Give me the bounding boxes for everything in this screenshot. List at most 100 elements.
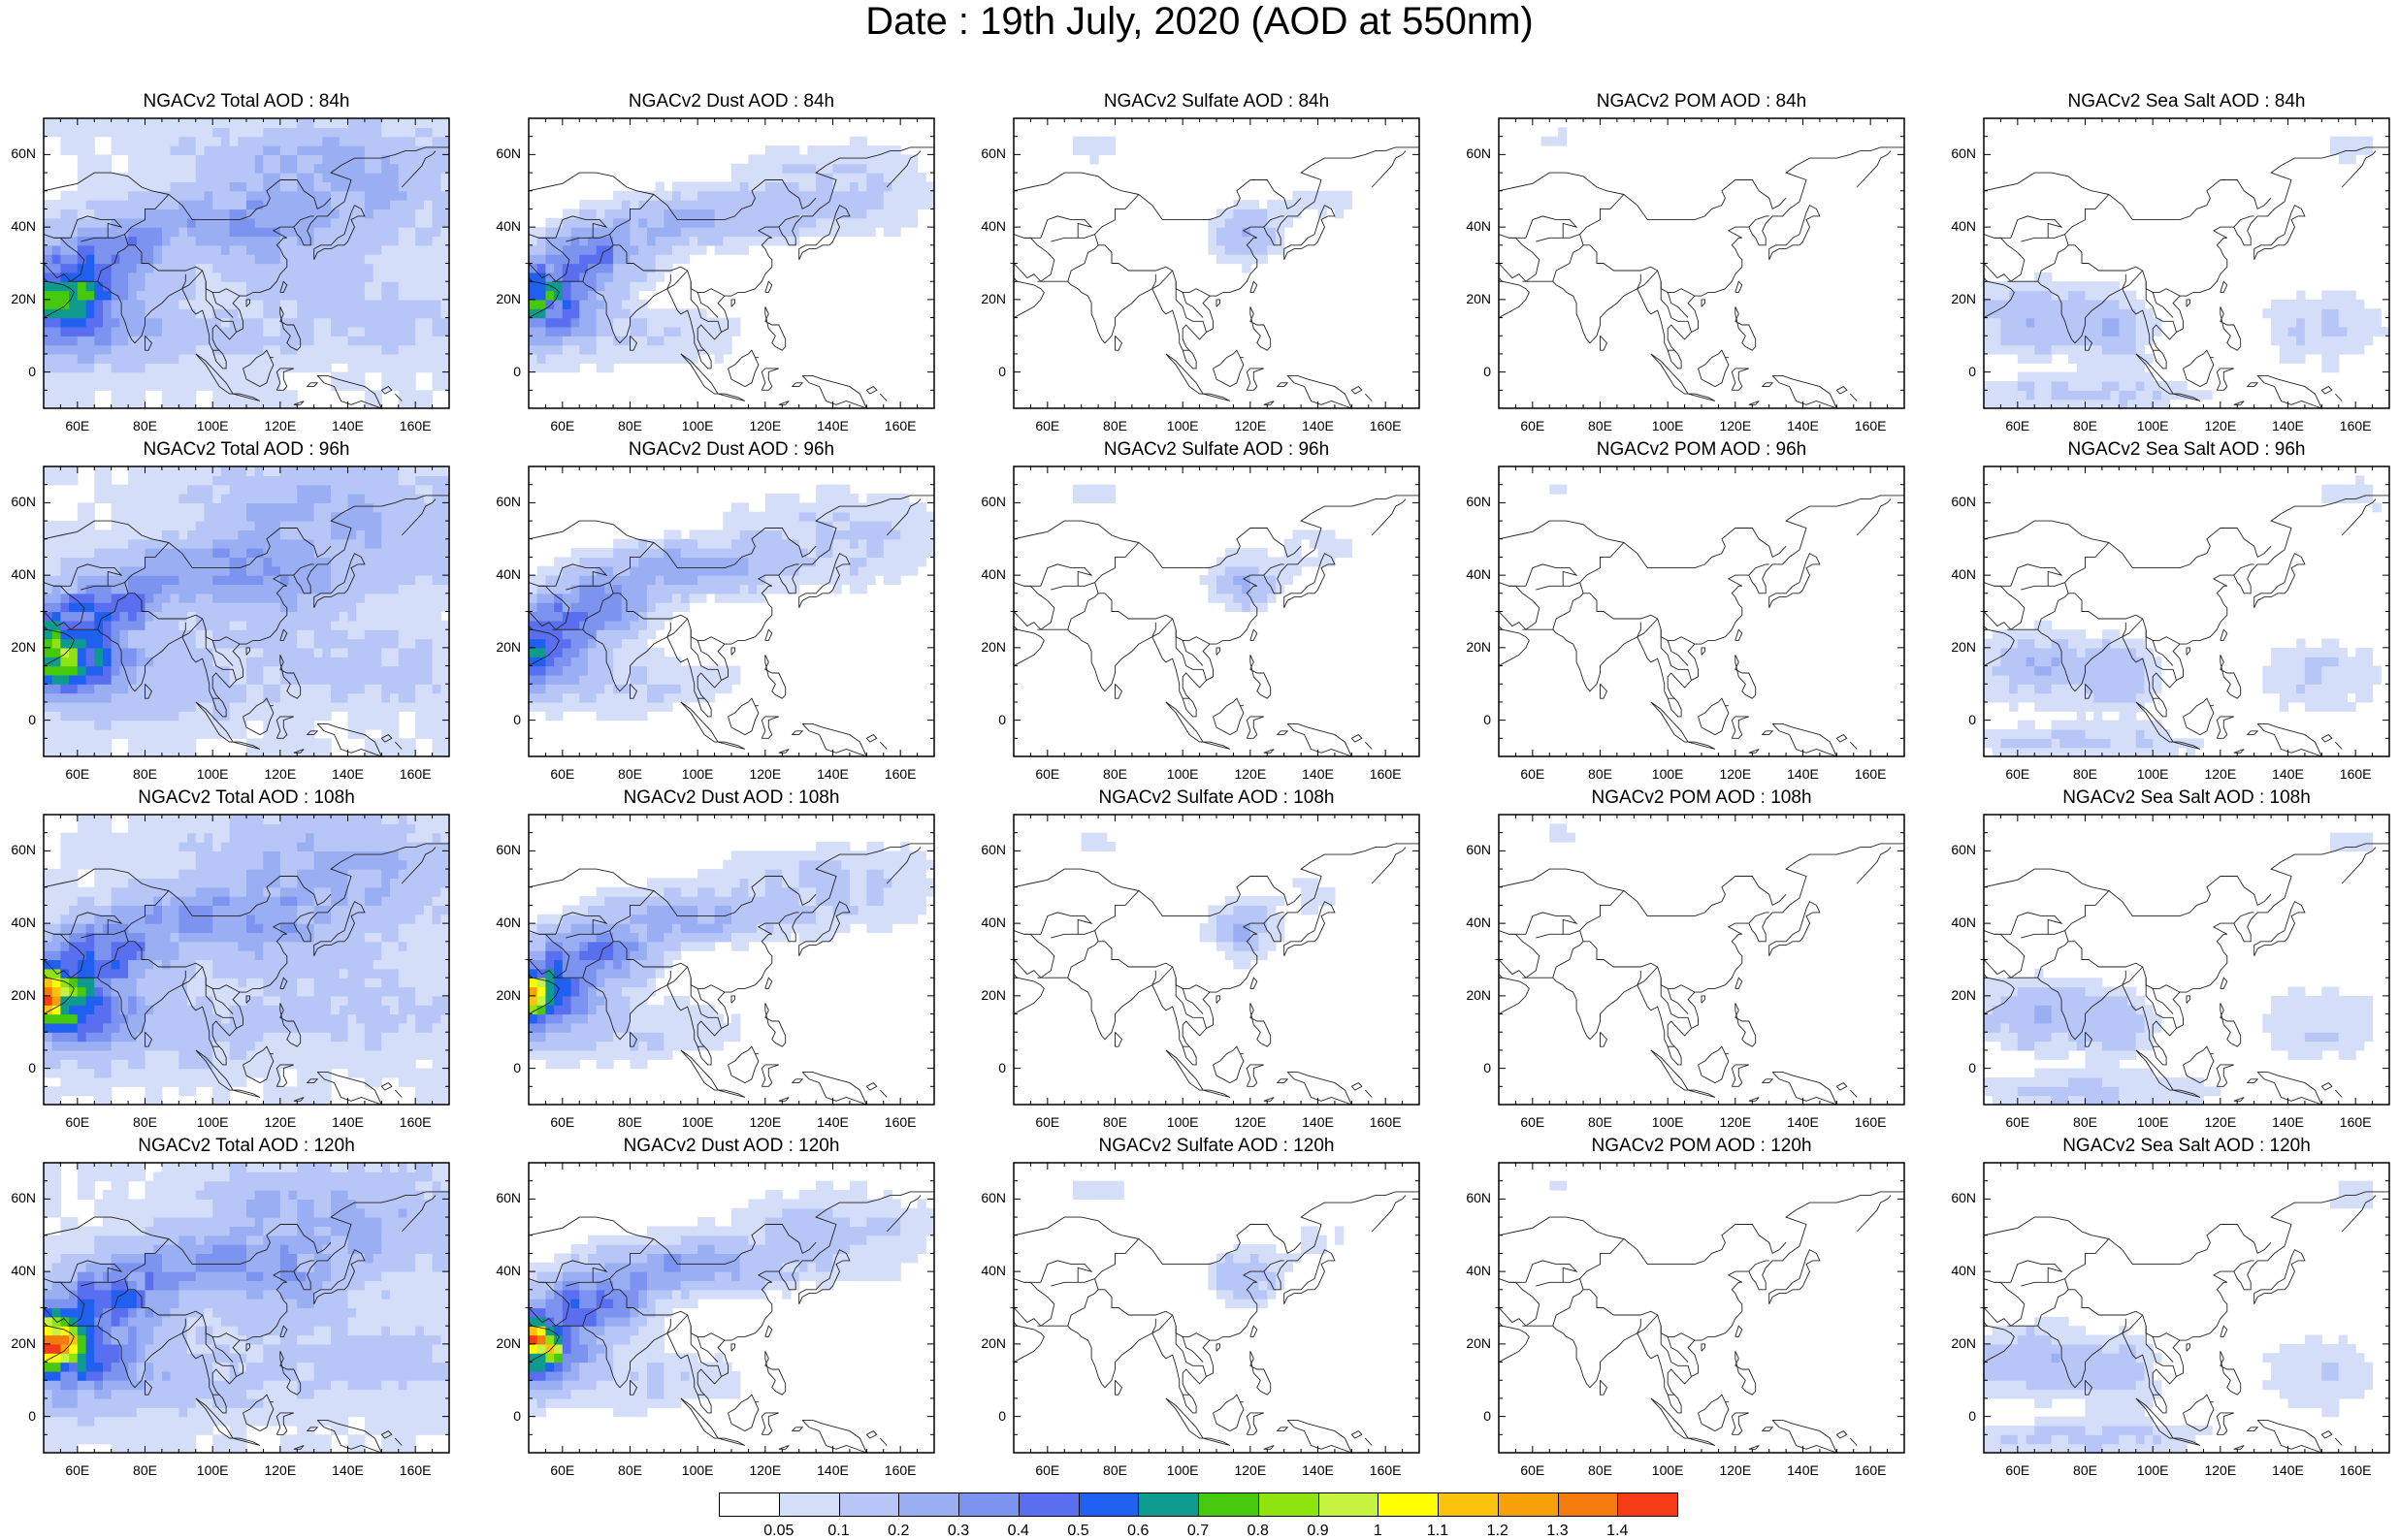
- lat-tick-label: 20N: [1466, 290, 1491, 306]
- panel-title: NGACv2 Dust AOD : 84h: [628, 91, 835, 112]
- lat-tick-label: 20N: [1466, 986, 1491, 1003]
- lon-tick-label: 140E: [2272, 1462, 2304, 1478]
- lon-tick-label: 120E: [2204, 1462, 2237, 1478]
- lon-tick-label: 120E: [749, 1114, 782, 1130]
- lat-tick-label: 40N: [1951, 1263, 1976, 1279]
- lon-tick-label: 100E: [1651, 418, 1684, 433]
- lat-tick-label: 40N: [1466, 1263, 1491, 1279]
- aod-field: [529, 1180, 935, 1418]
- aod-map-pom: [1495, 1162, 1905, 1454]
- lat-tick-label: 0: [28, 711, 36, 727]
- panel-title: NGACv2 POM AOD : 120h: [1591, 1136, 1812, 1156]
- lon-tick-label: 80E: [133, 418, 157, 433]
- colorbar-swatch: [1557, 1492, 1619, 1517]
- panel-title: NGACv2 Total AOD : 84h: [143, 91, 350, 112]
- colorbar-label: 0.9: [1307, 1523, 1329, 1539]
- aod-field: [1072, 1180, 1345, 1309]
- lat-tick-label: 20N: [496, 638, 521, 655]
- aod-field: [44, 815, 450, 1106]
- lat-tick-label: 60N: [981, 842, 1006, 858]
- lat-tick-label: 0: [513, 711, 521, 727]
- lat-tick-label: 60N: [496, 494, 521, 510]
- lon-tick-label: 160E: [884, 1114, 917, 1130]
- lon-tick-label: 80E: [133, 1462, 157, 1478]
- lat-tick-label: 20N: [1951, 638, 1976, 655]
- lon-tick-label: 60E: [550, 418, 575, 433]
- colorbar-swatch: [1617, 1492, 1679, 1517]
- lon-tick-label: 160E: [884, 766, 917, 782]
- coastlines: [40, 495, 449, 757]
- lat-tick-label: 60N: [1951, 494, 1976, 510]
- colorbar-label: 0.4: [1007, 1523, 1029, 1539]
- lon-tick-label: 120E: [264, 418, 297, 433]
- aod-map-seasalt: [1980, 117, 2390, 409]
- lat-tick-label: 20N: [981, 1334, 1006, 1351]
- axis-ticks: [1498, 814, 1905, 1106]
- colorbar-swatch: [1018, 1492, 1080, 1517]
- lon-tick-label: 120E: [264, 1462, 297, 1478]
- lon-tick-label: 100E: [2136, 766, 2169, 782]
- lon-tick-label: 100E: [1166, 418, 1199, 433]
- panel-title: NGACv2 Sea Salt AOD : 108h: [2062, 787, 2311, 808]
- lon-tick-label: 120E: [1234, 418, 1267, 433]
- coastlines: [1010, 495, 1419, 757]
- lon-tick-label: 80E: [2073, 1114, 2097, 1130]
- lat-tick-label: 20N: [496, 1334, 521, 1351]
- aod-map-pom: [1495, 465, 1905, 757]
- lat-tick-label: 60N: [496, 842, 521, 858]
- lat-tick-label: 40N: [981, 218, 1006, 235]
- coastlines: [525, 1191, 934, 1454]
- lon-tick-label: 80E: [1588, 1462, 1612, 1478]
- lon-tick-label: 120E: [264, 1114, 297, 1130]
- lat-tick-label: 20N: [981, 986, 1006, 1003]
- lon-tick-label: 80E: [1588, 418, 1612, 433]
- lat-tick-label: 0: [513, 363, 521, 379]
- colorbar-swatch: [778, 1492, 840, 1517]
- lon-tick-label: 140E: [2272, 1114, 2304, 1130]
- lat-tick-label: 60N: [981, 145, 1006, 162]
- lon-tick-label: 80E: [1103, 1462, 1127, 1478]
- aod-field: [1072, 484, 1352, 613]
- aod-map-seasalt: [1980, 814, 2390, 1106]
- coastlines: [525, 146, 934, 409]
- aod-field: [1549, 1180, 1568, 1191]
- lon-tick-label: 160E: [399, 1114, 432, 1130]
- axis-ticks: [1498, 465, 1905, 757]
- lon-tick-label: 100E: [196, 1114, 229, 1130]
- lon-tick-label: 80E: [133, 766, 157, 782]
- lon-tick-label: 100E: [1651, 1114, 1684, 1130]
- lat-tick-label: 40N: [981, 566, 1006, 583]
- lon-tick-label: 60E: [65, 418, 90, 433]
- panel-title: NGACv2 Total AOD : 96h: [143, 439, 350, 460]
- aod-map-dust: [525, 465, 935, 757]
- lat-tick-label: 60N: [1951, 145, 1976, 162]
- axis-ticks: [1013, 117, 1420, 409]
- lon-tick-label: 120E: [1719, 766, 1752, 782]
- panel-title: NGACv2 Sea Salt AOD : 120h: [2062, 1136, 2311, 1156]
- lat-tick-label: 0: [998, 1407, 1006, 1424]
- lon-tick-label: 160E: [2339, 418, 2372, 433]
- lat-tick-label: 20N: [1951, 1334, 1976, 1351]
- lon-tick-label: 100E: [196, 1462, 229, 1478]
- lon-tick-label: 160E: [1369, 418, 1402, 433]
- lon-tick-label: 120E: [264, 766, 297, 782]
- lat-tick-label: 40N: [1466, 566, 1491, 583]
- lon-tick-label: 120E: [1234, 1114, 1267, 1130]
- panel-title: NGACv2 Sea Salt AOD : 84h: [2067, 91, 2306, 112]
- lat-tick-label: 20N: [11, 638, 36, 655]
- lat-tick-label: 40N: [496, 566, 521, 583]
- lat-tick-label: 0: [1968, 1059, 1976, 1075]
- lat-tick-label: 0: [1483, 1059, 1491, 1075]
- coastlines: [1010, 843, 1419, 1106]
- lon-tick-label: 120E: [2204, 766, 2237, 782]
- lat-tick-label: 60N: [11, 1190, 36, 1206]
- lat-tick-label: 40N: [496, 1263, 521, 1279]
- colorbar-swatch: [719, 1492, 780, 1517]
- lon-tick-label: 60E: [1520, 766, 1545, 782]
- lat-tick-label: 0: [513, 1059, 521, 1075]
- map-frame: [1498, 1162, 1905, 1454]
- lat-tick-label: 40N: [981, 1263, 1006, 1279]
- lon-tick-label: 100E: [1651, 1462, 1684, 1478]
- lon-tick-label: 140E: [1787, 766, 1819, 782]
- lon-tick-label: 120E: [749, 418, 782, 433]
